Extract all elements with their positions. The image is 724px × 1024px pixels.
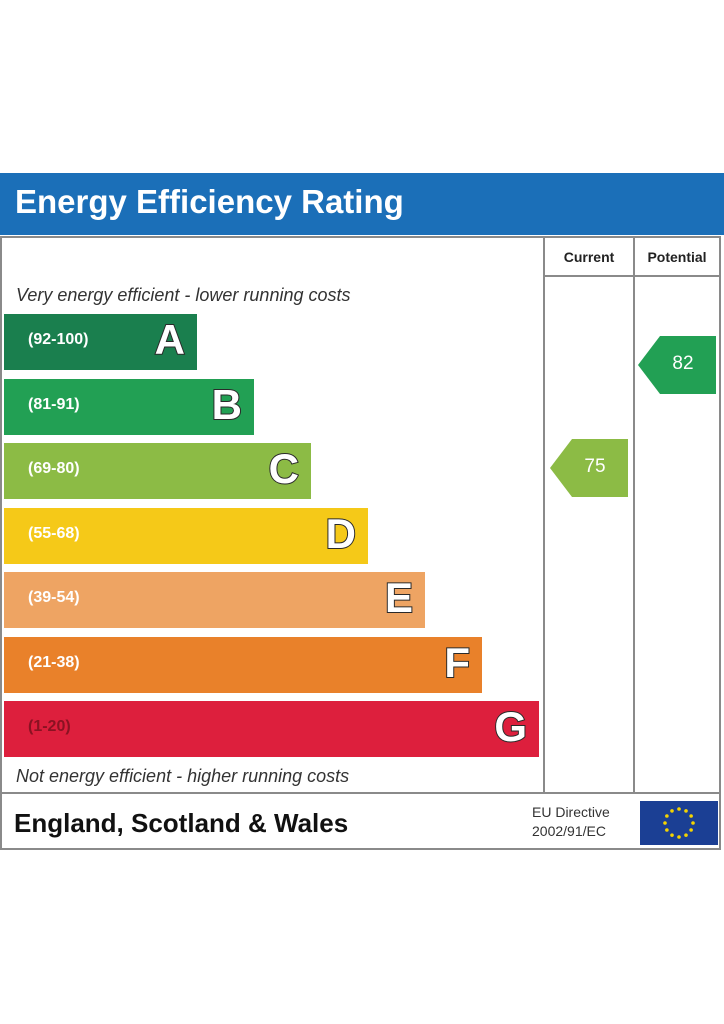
- band-range-label: (21-38): [28, 653, 80, 671]
- eu-star: [677, 835, 681, 839]
- eu-star: [670, 833, 674, 837]
- band-range-label: (81-91): [28, 395, 80, 413]
- band-range-label: (1-20): [28, 718, 71, 735]
- eu-star: [670, 809, 674, 813]
- title-banner: Energy Efficiency Rating: [0, 173, 724, 235]
- current-rating-value: 75: [584, 456, 606, 477]
- band-g: (1-20) G: [4, 701, 539, 757]
- eu-star: [677, 807, 681, 811]
- band-d: (55-68) D: [4, 507, 368, 564]
- band-letter: B: [211, 380, 243, 429]
- band-c: (69-80) C: [4, 443, 311, 499]
- footer-divider: [2, 792, 719, 794]
- current-column-divider: [543, 238, 545, 794]
- chart-title: Energy Efficiency Rating: [15, 183, 404, 220]
- potential-rating-arrow: 82: [638, 335, 716, 394]
- potential-column-header: Potential: [647, 249, 707, 265]
- band-range-label: (55-68): [28, 524, 80, 542]
- eu-star: [684, 809, 688, 813]
- band-letter: D: [325, 509, 357, 558]
- current-rating-arrow: 75: [550, 439, 628, 497]
- band-letter: E: [384, 573, 414, 622]
- top-note: Very energy efficient - lower running co…: [16, 285, 351, 305]
- eu-star: [691, 821, 695, 825]
- eu-star: [684, 833, 688, 837]
- current-column-header: Current: [563, 249, 615, 265]
- band-a: (92-100) A: [4, 314, 197, 370]
- band-range-label: (69-80): [28, 460, 80, 477]
- band-f: (21-38) F: [4, 636, 482, 693]
- band-letter: F: [443, 638, 471, 687]
- eu-star: [665, 828, 669, 832]
- eu-star: [689, 828, 693, 832]
- band-letter: A: [154, 315, 186, 364]
- eu-star: [665, 814, 669, 818]
- band-range-label: (39-54): [28, 589, 80, 606]
- eu-directive-line1: EU Directive: [532, 804, 610, 820]
- band-b: (81-91) B: [4, 378, 254, 435]
- bottom-note: Not energy efficient - higher running co…: [16, 766, 350, 786]
- rating-frame: Current Potential Very energy efficient …: [0, 236, 721, 850]
- band-range-label: (92-100): [28, 331, 89, 348]
- current-arrow-shape: [550, 439, 628, 497]
- region-label: England, Scotland & Wales: [14, 808, 349, 838]
- band-e: (39-54) E: [4, 572, 425, 628]
- eu-star: [689, 814, 693, 818]
- eu-flag-icon: [640, 801, 718, 845]
- eu-directive-line2: 2002/91/EC: [532, 823, 606, 839]
- column-header-underline: [543, 275, 719, 277]
- potential-rating-value: 82: [672, 352, 694, 374]
- eu-star: [663, 821, 667, 825]
- band-letter: G: [493, 702, 528, 751]
- potential-arrow-shape: [638, 335, 716, 394]
- potential-column-divider: [633, 238, 635, 794]
- band-letter: C: [268, 444, 300, 493]
